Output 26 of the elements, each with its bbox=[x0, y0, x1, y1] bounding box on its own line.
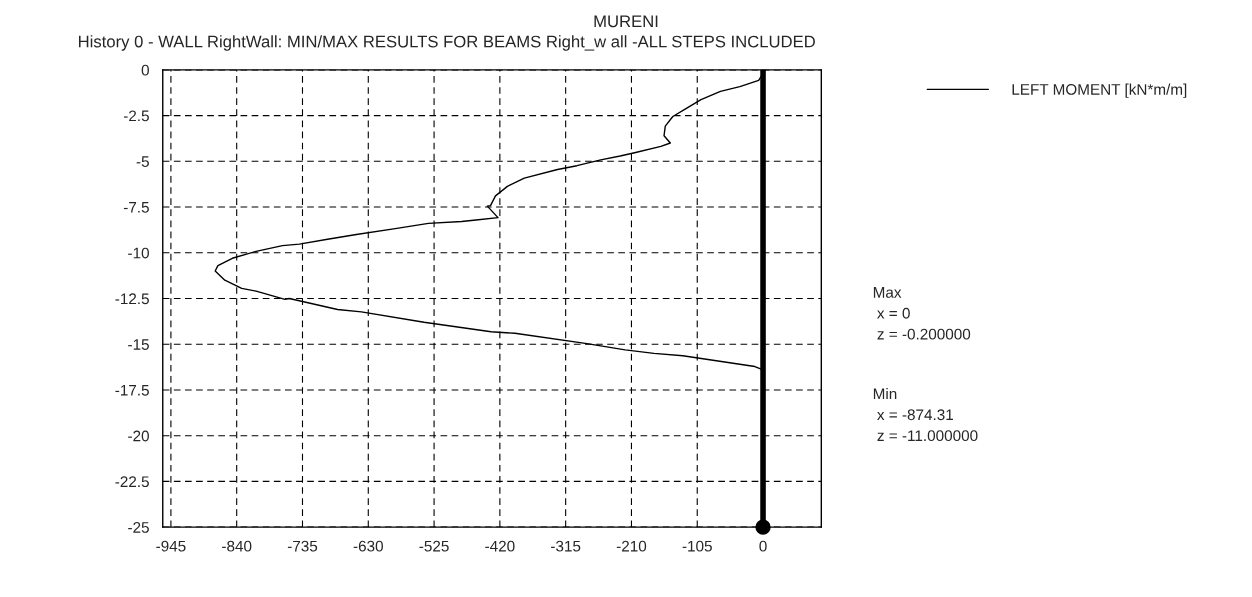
x-tick-label: -735 bbox=[287, 540, 318, 552]
legend-label: LEFT MOMENT [kN*m/m] bbox=[1012, 83, 1187, 98]
y-tick-label: -20 bbox=[128, 430, 149, 442]
y-tick-label: -7.5 bbox=[123, 202, 149, 213]
x-tick-label: -420 bbox=[485, 540, 515, 552]
x-tick-label: 0 bbox=[759, 540, 767, 552]
y-tick-label: -25 bbox=[128, 522, 149, 533]
y-tick-label: 0 bbox=[141, 64, 149, 76]
chart-title: MURENI bbox=[594, 15, 658, 28]
y-tick-label: -15 bbox=[128, 339, 149, 350]
y-tick-label: -17.5 bbox=[115, 384, 149, 396]
x-tick-label: -945 bbox=[156, 540, 186, 552]
chart-subtitle: History 0 - WALL RightWall: MIN/MAX RESULTS FOR BEAMS Right_w all -ALL STEPS INCLUDED bbox=[78, 35, 815, 51]
text: Min x = -874.31 z = -11.000000 bbox=[873, 388, 978, 442]
x-tick-label: -210 bbox=[616, 540, 647, 552]
x-tick-label: -525 bbox=[419, 540, 449, 552]
x-tick-label: -105 bbox=[682, 540, 712, 552]
x-tick-label: -630 bbox=[353, 540, 383, 552]
y-tick-label: -12.5 bbox=[115, 293, 149, 305]
y-tick-label: -22.5 bbox=[115, 476, 149, 488]
text: Max x = 0 z = -0.200000 bbox=[873, 287, 971, 340]
y-tick-label: -10 bbox=[128, 247, 149, 259]
y-tick-label: -5 bbox=[136, 156, 149, 167]
x-tick-label: -315 bbox=[551, 540, 581, 552]
x-tick-label: -840 bbox=[222, 540, 252, 552]
y-tick-label: -2.5 bbox=[123, 110, 149, 122]
